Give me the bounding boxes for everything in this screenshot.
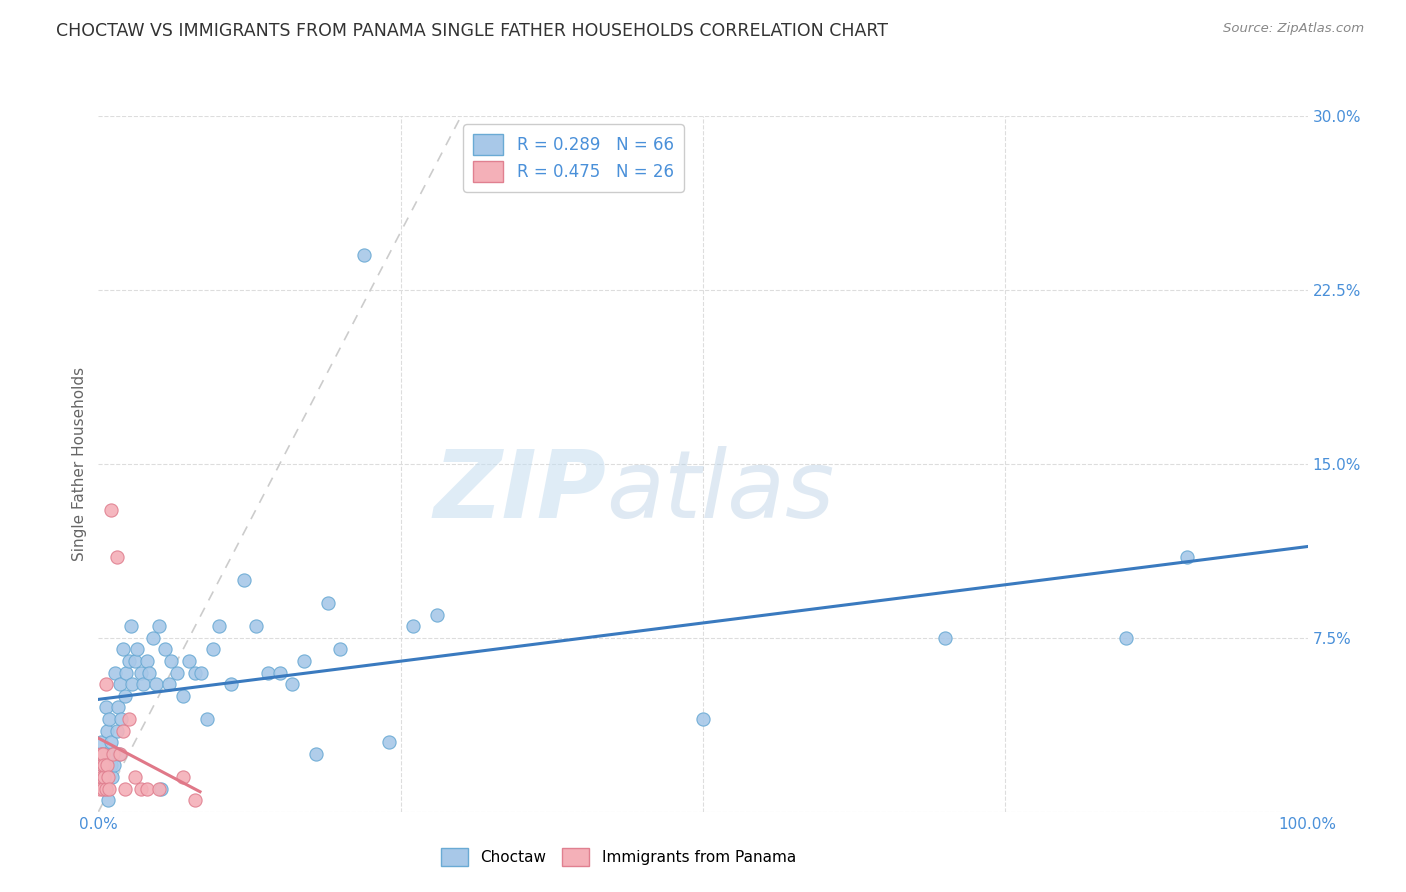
Point xyxy=(100,735,122,749)
Point xyxy=(353,248,375,262)
Point xyxy=(195,712,218,726)
Point xyxy=(692,712,714,726)
Point xyxy=(101,747,124,761)
Point xyxy=(98,712,121,726)
Point xyxy=(91,747,114,761)
Point xyxy=(97,793,120,807)
Point xyxy=(97,770,120,784)
Point xyxy=(256,665,278,680)
Point xyxy=(97,747,120,761)
Point xyxy=(114,781,136,796)
Point xyxy=(269,665,291,680)
Point xyxy=(172,689,194,703)
Y-axis label: Single Father Households: Single Father Households xyxy=(72,367,87,561)
Point xyxy=(148,781,170,796)
Point xyxy=(104,665,127,680)
Point xyxy=(1115,631,1137,645)
Point xyxy=(245,619,267,633)
Point xyxy=(120,619,142,633)
Point xyxy=(96,723,118,738)
Point xyxy=(202,642,225,657)
Point xyxy=(96,758,118,772)
Point xyxy=(110,712,132,726)
Point xyxy=(148,619,170,633)
Point xyxy=(94,781,117,796)
Point xyxy=(292,654,315,668)
Point xyxy=(190,665,212,680)
Point xyxy=(114,689,136,703)
Point xyxy=(94,700,117,714)
Point xyxy=(118,712,141,726)
Point xyxy=(142,631,165,645)
Point xyxy=(377,735,399,749)
Point xyxy=(111,723,134,738)
Point xyxy=(94,781,117,796)
Point xyxy=(100,503,122,517)
Point xyxy=(135,654,157,668)
Point xyxy=(135,781,157,796)
Point xyxy=(402,619,425,633)
Point xyxy=(111,642,134,657)
Point xyxy=(93,770,115,784)
Point xyxy=(105,549,128,564)
Legend: R = 0.289   N = 66, R = 0.475   N = 26: R = 0.289 N = 66, R = 0.475 N = 26 xyxy=(464,124,683,192)
Point xyxy=(221,677,243,691)
Point xyxy=(121,677,143,691)
Point xyxy=(89,781,111,796)
Point xyxy=(1175,549,1198,564)
Text: atlas: atlas xyxy=(606,446,835,537)
Point xyxy=(426,607,449,622)
Text: Source: ZipAtlas.com: Source: ZipAtlas.com xyxy=(1223,22,1364,36)
Text: CHOCTAW VS IMMIGRANTS FROM PANAMA SINGLE FATHER HOUSEHOLDS CORRELATION CHART: CHOCTAW VS IMMIGRANTS FROM PANAMA SINGLE… xyxy=(56,22,889,40)
Point xyxy=(105,723,128,738)
Point xyxy=(145,677,167,691)
Point xyxy=(108,677,131,691)
Point xyxy=(157,677,180,691)
Point xyxy=(232,573,254,587)
Point xyxy=(93,758,115,772)
Point xyxy=(98,781,121,796)
Point xyxy=(108,747,131,761)
Point xyxy=(138,665,160,680)
Point xyxy=(115,665,138,680)
Point xyxy=(129,665,152,680)
Point xyxy=(91,758,114,772)
Point xyxy=(316,596,339,610)
Point xyxy=(100,758,122,772)
Point xyxy=(132,677,155,691)
Point xyxy=(108,747,131,761)
Text: ZIP: ZIP xyxy=(433,446,606,538)
Point xyxy=(127,642,149,657)
Point xyxy=(100,770,122,784)
Point xyxy=(934,631,956,645)
Point xyxy=(150,781,173,796)
Point xyxy=(91,758,114,772)
Point xyxy=(124,654,146,668)
Point xyxy=(124,770,146,784)
Point xyxy=(129,781,152,796)
Point xyxy=(94,677,117,691)
Point xyxy=(329,642,352,657)
Point xyxy=(107,700,129,714)
Point xyxy=(91,747,114,761)
Point xyxy=(281,677,304,691)
Point xyxy=(101,747,124,761)
Point xyxy=(91,781,114,796)
Point xyxy=(184,665,207,680)
Point xyxy=(305,747,328,761)
Point xyxy=(90,747,112,761)
Point xyxy=(172,770,194,784)
Point xyxy=(184,793,207,807)
Point xyxy=(160,654,183,668)
Point xyxy=(153,642,176,657)
Point xyxy=(103,758,125,772)
Point xyxy=(91,770,114,784)
Point xyxy=(166,665,188,680)
Point xyxy=(90,735,112,749)
Point xyxy=(118,654,141,668)
Point xyxy=(93,770,115,784)
Point xyxy=(177,654,201,668)
Point xyxy=(208,619,231,633)
